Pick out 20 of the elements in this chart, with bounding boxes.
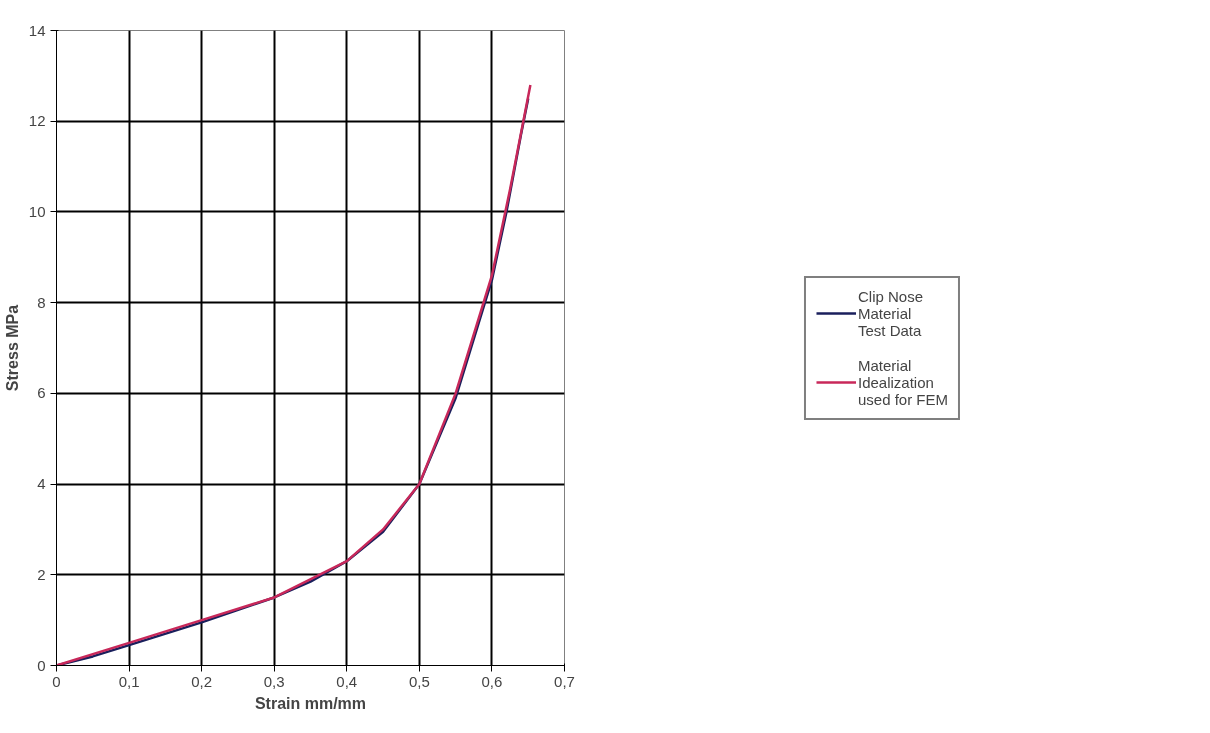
y-tick-label: 8 [37, 293, 46, 311]
y-axis-title: Stress MPa [3, 304, 21, 392]
y-tick-label: 6 [37, 384, 46, 402]
x-axis-title: Strain mm/mm [254, 694, 367, 712]
x-tick-label: 0,3 [263, 672, 285, 690]
x-tick-label: 0,5 [408, 672, 430, 690]
y-tick-label: 10 [28, 202, 46, 220]
y-tick-label: 12 [28, 112, 46, 130]
x-tick-label: 0,1 [118, 672, 140, 690]
x-tick-label: 0 [52, 672, 61, 690]
legend-label: Material Idealization used for FEM [857, 356, 949, 408]
y-tick-label: 2 [37, 565, 46, 583]
y-tick-label: 0 [37, 656, 46, 674]
y-tick-label: 14 [28, 21, 46, 39]
x-tick-label: 0,2 [191, 672, 213, 690]
x-tick-label: 0,4 [336, 672, 358, 690]
x-tick-label: 0,6 [481, 672, 503, 690]
legend-label: Clip Nose Material Test Data [857, 287, 924, 339]
y-tick-label: 4 [37, 475, 46, 493]
x-tick-label: 0,7 [554, 672, 575, 690]
